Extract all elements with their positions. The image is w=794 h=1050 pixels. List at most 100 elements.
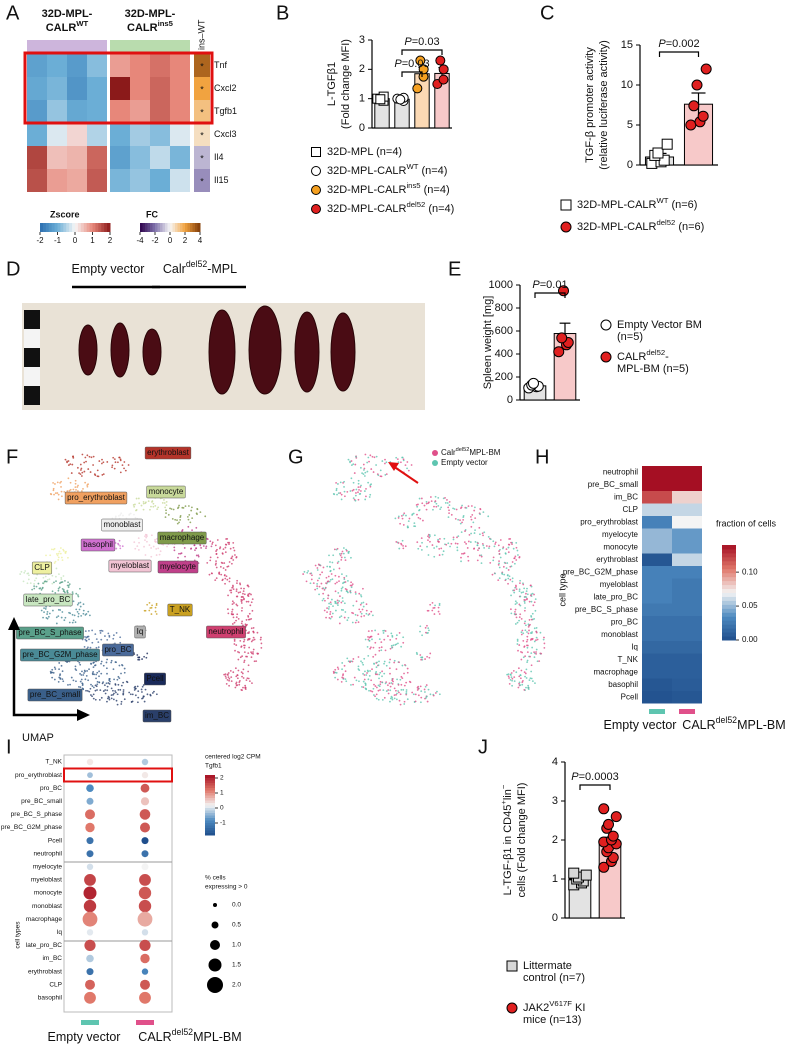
cell-dot [395, 634, 398, 637]
dot [86, 850, 94, 858]
dot [140, 822, 150, 833]
cell-dot [509, 678, 512, 681]
cell-dot [42, 576, 45, 579]
cell-dot [325, 582, 327, 585]
colorbar-segment [170, 223, 173, 232]
cell-dot [521, 651, 524, 654]
cell-dot [151, 500, 154, 502]
heat-cell [642, 641, 672, 654]
cell-dot [420, 690, 423, 693]
cell-dot [238, 683, 241, 686]
legend-label-part: (n=4) [421, 184, 450, 196]
cell-dot [146, 652, 149, 655]
data-point [438, 64, 449, 75]
cell-dot [182, 506, 185, 509]
cell-dot [460, 556, 462, 559]
dot [141, 850, 149, 858]
cell-dot [364, 471, 367, 474]
cell-dot [66, 490, 69, 492]
y-axis-label: TGF-β promoter activity [584, 47, 596, 163]
cell-dot [102, 690, 105, 692]
cell-dot [51, 582, 54, 585]
cell-dot [46, 613, 49, 615]
cell-dot [461, 552, 463, 555]
p-value: P=0.002 [658, 38, 699, 50]
significance: * [200, 107, 204, 117]
panel-label: G [288, 446, 304, 468]
cell-dot [106, 658, 108, 661]
heat-cell [87, 169, 107, 192]
panel-label: I [6, 736, 12, 758]
significance: * [200, 61, 204, 71]
cell-dot [510, 672, 513, 674]
row-label: monoblast [601, 630, 639, 639]
cell-dot [327, 580, 330, 583]
cell-dot [362, 680, 365, 683]
cell-dot [133, 505, 136, 508]
cell-dot [336, 599, 339, 602]
cell-dot [473, 547, 475, 550]
cell-dot [69, 481, 72, 484]
cell-dot [118, 677, 121, 679]
cell-dot [340, 608, 343, 611]
colorbar-segment [722, 552, 736, 558]
y-axis-label: cell type [557, 573, 567, 606]
cell-dot [112, 689, 114, 692]
heat-cell [672, 691, 702, 704]
cell-dot [209, 556, 212, 559]
significance-bracket [401, 71, 423, 77]
legend-label-part: del52 [456, 447, 470, 453]
cell-dot [116, 678, 119, 681]
y-tick-label: 2 [552, 834, 558, 846]
cell-dot [404, 464, 407, 466]
umap-axes [12, 625, 82, 717]
heat-cell [150, 77, 170, 100]
cell-dot [516, 602, 518, 604]
cell-dot [426, 700, 429, 703]
cell-dot [364, 670, 366, 673]
cell-dot [120, 672, 122, 675]
cell-dot [58, 662, 61, 664]
colorbar-segment [722, 576, 736, 582]
cell-dot [120, 703, 123, 705]
cell-dot [227, 672, 230, 674]
cell-dot [224, 569, 227, 571]
cell-dot [462, 552, 465, 555]
significance: * [200, 153, 204, 163]
heat-cell [110, 146, 130, 169]
colorbar-segment [187, 223, 191, 232]
cell-dot [344, 611, 347, 613]
cell-dot [143, 700, 146, 703]
heat-cell [150, 146, 170, 169]
cluster-label-box [146, 485, 186, 499]
cell-dot [369, 647, 372, 650]
cell-dot [51, 609, 54, 612]
cell-dot [419, 654, 422, 656]
cell-dot [530, 677, 533, 680]
cell-dot [223, 562, 226, 564]
dot [141, 771, 149, 779]
cluster-label-box [144, 446, 192, 460]
cluster-label: macrophage [160, 533, 205, 542]
cell-dot [447, 542, 450, 545]
dot [86, 863, 94, 870]
cell-dot [82, 603, 85, 606]
heat-cell [87, 54, 107, 77]
cell-dot [399, 678, 402, 681]
cell-dot [519, 582, 521, 585]
cell-dot [343, 578, 346, 581]
legend-label: Empty Vector BM [617, 319, 702, 331]
cell-dot [460, 531, 463, 534]
cell-dot [60, 664, 63, 667]
cell-dot [64, 579, 66, 582]
cell-dot [402, 636, 405, 639]
cell-dot [322, 592, 325, 595]
legend-marker [311, 204, 321, 214]
cell-dot [338, 616, 341, 619]
cell-dot [398, 699, 401, 702]
cell-dot [456, 546, 459, 549]
cell-dot [375, 464, 377, 466]
cell-dot [403, 700, 406, 703]
cell-dot [224, 582, 226, 585]
cell-dot [49, 554, 52, 557]
